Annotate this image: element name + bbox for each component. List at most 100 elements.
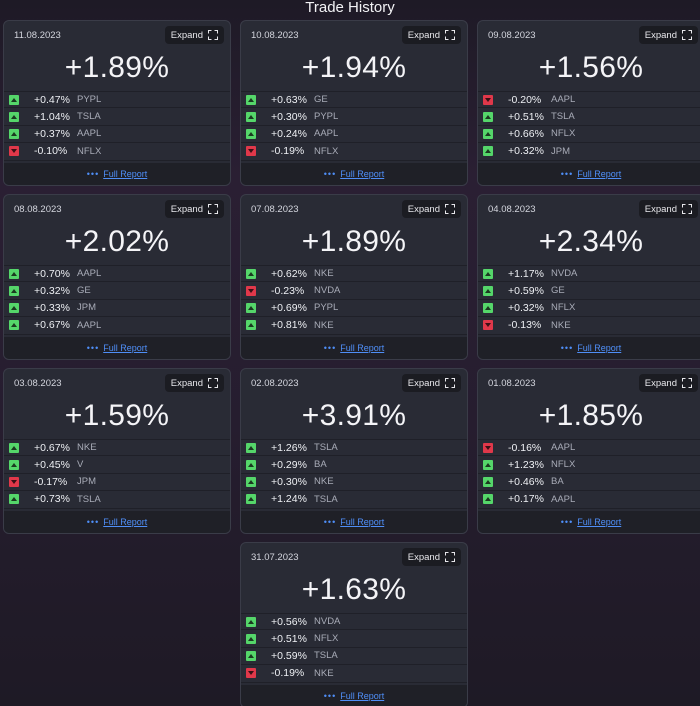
expand-label: Expand bbox=[170, 29, 203, 41]
trade-symbol: JPM bbox=[77, 302, 96, 314]
full-report-link[interactable]: Full Report bbox=[577, 343, 622, 353]
trade-symbol: NKE bbox=[314, 667, 334, 679]
trade-symbol: NFLX bbox=[551, 459, 576, 471]
expand-button[interactable]: Expand bbox=[164, 200, 224, 218]
trade-change: +0.45% bbox=[34, 458, 70, 471]
card-footer: ••• Full Report bbox=[241, 511, 467, 533]
trade-row: +0.24% AAPL bbox=[241, 126, 467, 144]
arrow-up-icon bbox=[246, 128, 256, 139]
card-footer: ••• Full Report bbox=[4, 163, 230, 185]
full-report-link[interactable]: Full Report bbox=[103, 517, 148, 527]
card-header: 07.08.2023 Expand bbox=[241, 195, 467, 221]
trade-card-0: 11.08.2023 Expand +1.89% +0.47% PYPL +1.04… bbox=[3, 20, 231, 186]
expand-button[interactable]: Expand bbox=[164, 374, 224, 392]
card-header: 03.08.2023 Expand bbox=[4, 369, 230, 395]
arrow-up-icon bbox=[246, 268, 256, 279]
arrow-up-icon bbox=[9, 459, 19, 470]
trade-card-3: 08.08.2023 Expand +2.02% +0.70% AAPL +0.32… bbox=[3, 194, 231, 360]
trade-row: -0.16% AAPL bbox=[478, 439, 700, 457]
card-footer: ••• Full Report bbox=[478, 337, 700, 359]
arrow-up-icon bbox=[9, 442, 19, 453]
full-report-link[interactable]: Full Report bbox=[103, 169, 148, 179]
trade-symbol: BA bbox=[551, 476, 564, 488]
trade-change: +0.30% bbox=[271, 475, 307, 488]
arrow-up-icon bbox=[9, 494, 19, 505]
arrow-down-icon bbox=[9, 146, 19, 157]
trade-symbol: NKE bbox=[551, 319, 571, 331]
card-date: 31.07.2023 bbox=[251, 552, 299, 563]
trade-symbol: TSLA bbox=[314, 650, 338, 662]
expand-button[interactable]: Expand bbox=[164, 26, 224, 44]
trade-card-6: 03.08.2023 Expand +1.59% +0.67% NKE +0.45%… bbox=[3, 368, 231, 534]
full-report-link[interactable]: Full Report bbox=[340, 691, 385, 701]
trade-change: +0.30% bbox=[271, 110, 307, 123]
expand-button[interactable]: Expand bbox=[638, 374, 698, 392]
trade-row: +0.81% NKE bbox=[241, 317, 467, 335]
trade-change: -0.10% bbox=[34, 145, 68, 158]
arrow-up-icon bbox=[246, 442, 256, 453]
card-date: 11.08.2023 bbox=[14, 30, 61, 41]
trade-change: +0.51% bbox=[508, 110, 544, 123]
more-dots-icon: ••• bbox=[560, 343, 574, 353]
trade-row: +1.17% NVDA bbox=[478, 265, 700, 283]
card-header: 10.08.2023 Expand bbox=[241, 21, 467, 47]
full-report-link[interactable]: Full Report bbox=[340, 169, 385, 179]
trade-row: +1.26% TSLA bbox=[241, 439, 467, 457]
arrow-up-icon bbox=[246, 94, 256, 105]
trade-change: -0.13% bbox=[508, 319, 542, 332]
more-dots-icon: ••• bbox=[86, 517, 100, 527]
trade-change: +0.63% bbox=[271, 93, 307, 106]
trade-symbol: NKE bbox=[314, 268, 334, 280]
full-report-link[interactable]: Full Report bbox=[577, 517, 622, 527]
arrow-up-icon bbox=[483, 476, 493, 487]
card-date: 02.08.2023 bbox=[251, 378, 299, 389]
trade-row: +0.30% PYPL bbox=[241, 108, 467, 126]
trade-row: +0.59% GE bbox=[478, 282, 700, 300]
full-report-link[interactable]: Full Report bbox=[340, 517, 385, 527]
expand-icon bbox=[208, 204, 218, 214]
trade-change: +0.70% bbox=[34, 267, 70, 280]
expand-icon bbox=[445, 204, 455, 214]
expand-icon bbox=[445, 30, 455, 40]
trade-rows: +0.47% PYPL +1.04% TSLA +0.37% AAPL -0.10% NFLX bbox=[4, 91, 230, 161]
trade-row: +0.32% GE bbox=[4, 282, 230, 300]
expand-button[interactable]: Expand bbox=[401, 548, 461, 566]
card-header: 09.08.2023 Expand bbox=[478, 21, 700, 47]
trade-symbol: NKE bbox=[314, 319, 334, 331]
trade-symbol: AAPL bbox=[314, 128, 339, 140]
trade-rows: +0.63% GE +0.30% PYPL +0.24% AAPL -0.19% NFLX bbox=[241, 91, 467, 161]
expand-button[interactable]: Expand bbox=[401, 26, 461, 44]
trade-row: +0.32% JPM bbox=[478, 143, 700, 161]
full-report-link[interactable]: Full Report bbox=[103, 343, 148, 353]
trade-symbol: BA bbox=[314, 459, 327, 471]
card-total-change: +1.85% bbox=[538, 399, 644, 432]
trade-row: -0.20% AAPL bbox=[478, 91, 700, 109]
trade-change: +0.32% bbox=[508, 301, 544, 314]
full-report-link[interactable]: Full Report bbox=[577, 169, 622, 179]
trade-change: -0.20% bbox=[508, 93, 542, 106]
arrow-up-icon bbox=[246, 302, 256, 313]
expand-icon bbox=[208, 30, 218, 40]
expand-button[interactable]: Expand bbox=[638, 26, 698, 44]
trade-symbol: PYPL bbox=[314, 302, 339, 314]
trade-row: +0.62% NKE bbox=[241, 265, 467, 283]
trade-change: -0.16% bbox=[508, 441, 542, 454]
expand-button[interactable]: Expand bbox=[401, 200, 461, 218]
trade-row: +0.56% NVDA bbox=[241, 613, 467, 631]
expand-button[interactable]: Expand bbox=[401, 374, 461, 392]
trade-rows: +0.67% NKE +0.45% V -0.17% JPM +0.73% TSLA bbox=[4, 439, 230, 509]
arrow-up-icon bbox=[246, 459, 256, 470]
card-date: 04.08.2023 bbox=[488, 204, 536, 215]
arrow-up-icon bbox=[483, 459, 493, 470]
trade-row: +0.47% PYPL bbox=[4, 91, 230, 109]
trade-row: -0.19% NFLX bbox=[241, 143, 467, 161]
trade-symbol: AAPL bbox=[551, 442, 576, 454]
expand-button[interactable]: Expand bbox=[638, 200, 698, 218]
trade-change: +0.67% bbox=[34, 441, 70, 454]
trade-row: -0.23% NVDA bbox=[241, 282, 467, 300]
page-title: Trade History bbox=[305, 0, 395, 16]
card-footer: ••• Full Report bbox=[478, 511, 700, 533]
trade-row: +1.04% TSLA bbox=[4, 108, 230, 126]
full-report-link[interactable]: Full Report bbox=[340, 343, 385, 353]
trade-symbol: AAPL bbox=[551, 493, 576, 505]
